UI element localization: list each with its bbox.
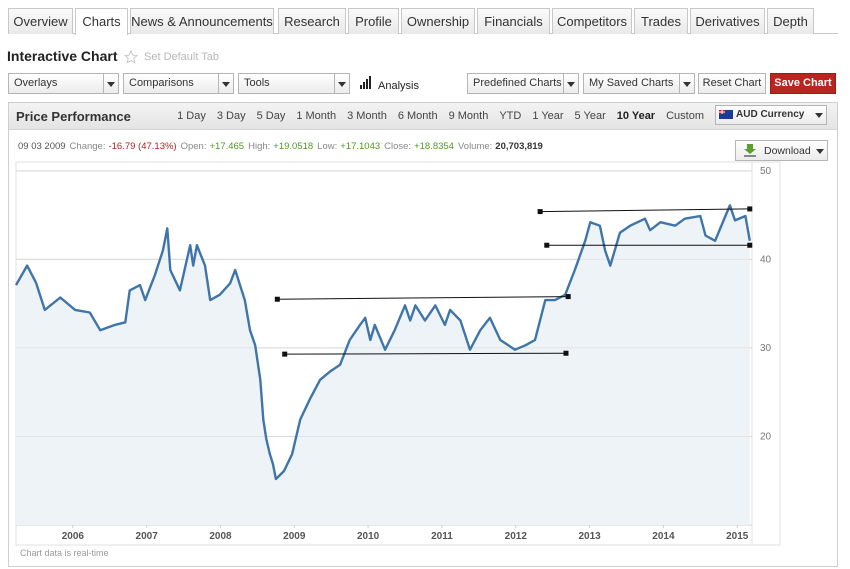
dropdown-arrow (563, 74, 578, 93)
caret (816, 149, 824, 154)
quote-field-label: Open: (180, 141, 207, 152)
page-title: Interactive Chart (7, 48, 118, 64)
dropdown-label: Overlays (14, 77, 58, 89)
range-option[interactable]: 9 Month (448, 110, 489, 122)
analysis-button[interactable]: Analysis (378, 80, 419, 92)
analysis-icon (360, 76, 371, 89)
range-option[interactable]: 10 Year (616, 110, 656, 122)
range-option[interactable]: 1 Day (177, 110, 206, 122)
reset-chart-button[interactable]: Reset Chart (698, 73, 766, 94)
range-option[interactable]: 1 Month (296, 110, 337, 122)
tab[interactable]: Research (278, 8, 346, 34)
range-option[interactable]: 3 Month (347, 110, 387, 122)
download-label: Download (764, 145, 811, 157)
dropdown-label: Tools (244, 77, 270, 89)
quote-date: 09 03 2009 (18, 141, 66, 152)
save-chart-button[interactable]: Save Chart (770, 73, 836, 94)
dropdown[interactable]: My Saved Charts (583, 73, 695, 94)
panel-header (9, 103, 837, 130)
currency-label: AUD Currency (736, 109, 805, 120)
range-option[interactable]: 5 Year (574, 110, 606, 122)
dropdown-arrow (679, 74, 694, 93)
tab[interactable]: News & Announcements (130, 8, 274, 34)
tab[interactable]: Competitors (552, 8, 632, 34)
quote-field-label: High: (248, 141, 271, 152)
dropdown-label: Predefined Charts (473, 77, 562, 89)
range-option[interactable]: 3 Day (216, 110, 246, 122)
quote-field-value: +18.8354 (414, 141, 454, 152)
panel-title: Price Performance (16, 109, 131, 124)
dropdown[interactable]: Predefined Charts (467, 73, 579, 94)
range-option[interactable]: 5 Day (256, 110, 286, 122)
quote-line: 09 03 2009 Change: -16.79 (47.13%) Open: +17… (18, 141, 547, 152)
quote-field-value: +19.0518 (273, 141, 314, 152)
set-default-tab[interactable]: Set Default Tab (144, 51, 220, 63)
tab[interactable]: Trades (634, 8, 688, 34)
tab[interactable]: Derivatives (690, 8, 765, 34)
dropdown[interactable]: Overlays (8, 73, 119, 94)
tab[interactable]: Depth (767, 8, 814, 34)
currency-select[interactable]: AUD Currency (715, 105, 827, 125)
range-option[interactable]: Custom (666, 110, 704, 122)
flag-icon (719, 110, 733, 119)
quote-field-label: Low: (317, 141, 338, 152)
quote-field-value: +17.1043 (340, 141, 381, 152)
dropdown-label: Comparisons (129, 77, 194, 89)
download-button[interactable]: Download (735, 140, 828, 161)
quote-field-label: Close: (384, 141, 412, 152)
quote-field-value: -16.79 (47.13%) (108, 141, 177, 152)
dropdown-arrow (218, 74, 233, 93)
quote-field-value: +17.465 (209, 141, 245, 152)
dropdown-arrow (103, 74, 118, 93)
tab[interactable]: Ownership (401, 8, 475, 34)
dropdown[interactable]: Comparisons (123, 73, 234, 94)
tab[interactable]: Charts (75, 8, 128, 35)
dropdown-label: My Saved Charts (589, 77, 674, 89)
download-icon (744, 144, 756, 157)
quote-field-value: 20,703,819 (495, 141, 543, 152)
chart-panel (8, 102, 838, 567)
dropdown-arrow (334, 74, 349, 93)
range-option[interactable]: 6 Month (397, 110, 438, 122)
dropdown[interactable]: Tools (238, 73, 350, 94)
range-selector: 1 Day 3 Day 5 Day 1 Month 3 Month 6 Month 9 Mo… (177, 110, 704, 122)
quote-field-label: Change: (69, 141, 106, 152)
tab[interactable]: Overview (8, 8, 73, 34)
tab[interactable]: Financials (477, 8, 550, 34)
caret (815, 113, 823, 118)
tab[interactable]: Profile (348, 8, 399, 34)
range-option[interactable]: 1 Year (532, 110, 564, 122)
quote-field-label: Volume: (457, 141, 493, 152)
star-icon (124, 50, 138, 64)
range-option[interactable]: YTD (499, 110, 522, 122)
footer-note: Chart data is real-time (20, 548, 109, 558)
